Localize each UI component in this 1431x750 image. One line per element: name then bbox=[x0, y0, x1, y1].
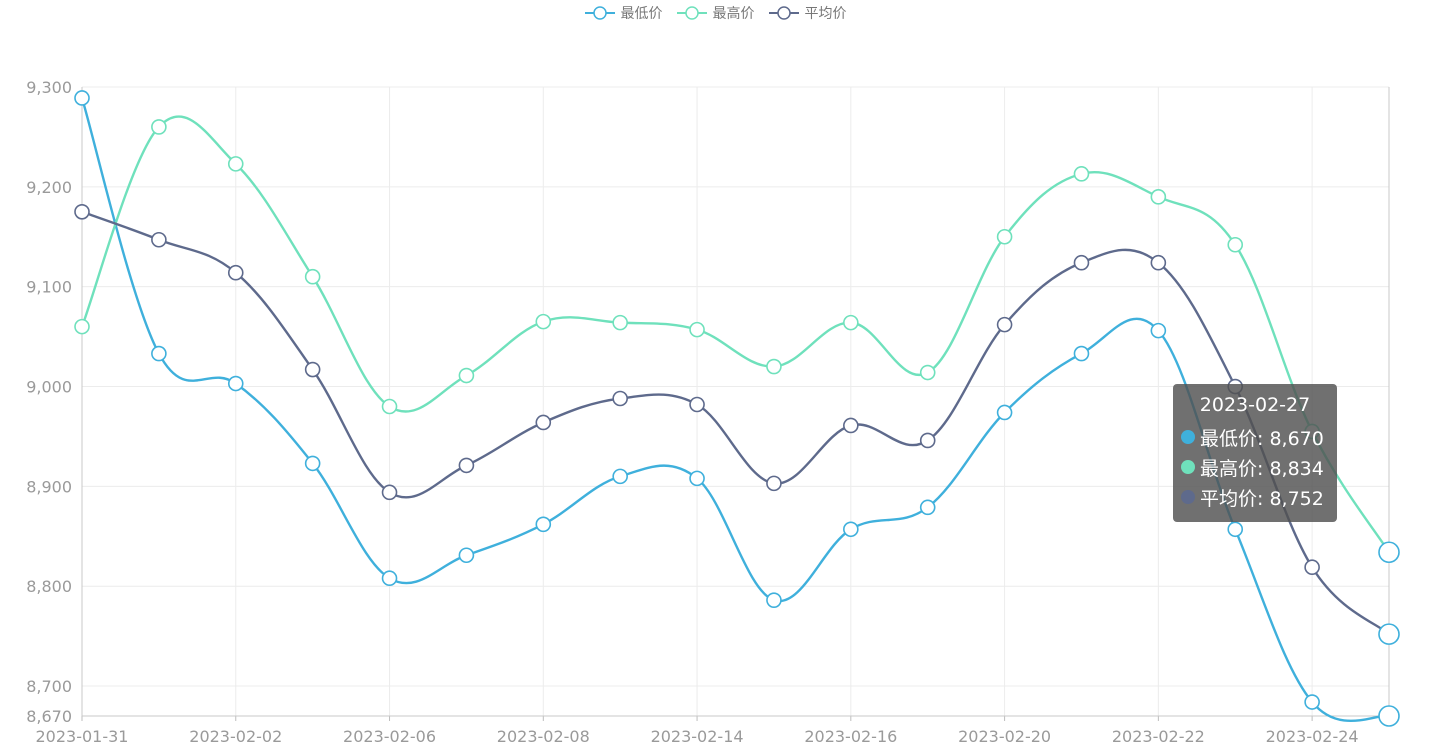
data-point bbox=[535, 516, 552, 533]
y-tick-label: 9,300 bbox=[26, 78, 72, 97]
y-tick-label: 8,800 bbox=[26, 577, 72, 596]
tooltip-dot-lowest bbox=[1181, 430, 1195, 444]
legend-label-lowest: 最低价 bbox=[620, 6, 663, 22]
data-point bbox=[74, 90, 90, 106]
tooltip-row-average: 平均价: 8,752 bbox=[1181, 482, 1329, 512]
legend-item-highest[interactable]: 最高价 bbox=[676, 3, 755, 23]
data-point bbox=[843, 521, 859, 538]
tooltip-text-lowest: 最低价: 8,670 bbox=[1200, 427, 1324, 450]
x-tick-label: 2023-02-06 bbox=[343, 727, 436, 746]
data-point bbox=[151, 231, 167, 248]
data-point bbox=[1378, 541, 1400, 564]
x-tick-label: 2023-02-22 bbox=[1112, 727, 1205, 746]
tooltip-text-average: 平均价: 8,752 bbox=[1200, 487, 1324, 510]
data-point bbox=[227, 264, 244, 281]
data-point bbox=[996, 316, 1013, 333]
series-line-0 bbox=[80, 97, 1390, 722]
data-point bbox=[1227, 521, 1244, 538]
data-point bbox=[227, 156, 244, 172]
data-point bbox=[612, 390, 628, 407]
legend: 最低价 最高价 平均价 bbox=[0, 0, 1431, 26]
data-point bbox=[74, 204, 90, 220]
x-tick-label: 2023-01-31 bbox=[36, 727, 129, 746]
tooltip-dot-highest bbox=[1181, 460, 1195, 474]
data-point bbox=[381, 484, 398, 501]
data-point bbox=[996, 404, 1013, 421]
data-point bbox=[612, 314, 628, 331]
data-point bbox=[843, 417, 859, 434]
data-point bbox=[458, 547, 475, 564]
data-point bbox=[1378, 623, 1400, 645]
data-point bbox=[381, 398, 398, 415]
data-point bbox=[1304, 559, 1320, 576]
legend-label-average: 平均价 bbox=[804, 6, 847, 22]
y-tick-label: 9,000 bbox=[26, 378, 72, 397]
data-point bbox=[996, 228, 1013, 245]
data-point bbox=[381, 570, 398, 587]
legend-item-lowest[interactable]: 最低价 bbox=[584, 3, 663, 23]
data-point bbox=[919, 364, 936, 381]
legend-symbol-highest bbox=[676, 6, 707, 20]
data-point bbox=[1227, 236, 1244, 253]
data-point bbox=[151, 119, 167, 135]
data-point bbox=[1150, 189, 1167, 205]
legend-item-average[interactable]: 平均价 bbox=[768, 3, 847, 23]
y-tick-label: 9,100 bbox=[26, 278, 72, 297]
data-point bbox=[535, 414, 552, 431]
data-point bbox=[1150, 254, 1167, 271]
axes: 8,670 8,700 8,800 8,900 9,000 9,100 9,200 9,300… bbox=[26, 78, 1390, 746]
tooltip-row-lowest: 最低价: 8,670 bbox=[1181, 422, 1329, 452]
data-point bbox=[689, 396, 705, 413]
data-point bbox=[304, 455, 321, 472]
data-point bbox=[227, 375, 244, 392]
tooltip-dot-average bbox=[1181, 490, 1195, 504]
data-point bbox=[1150, 322, 1167, 339]
legend-label-highest: 最高价 bbox=[712, 6, 755, 22]
data-point bbox=[304, 361, 321, 378]
tooltip-row-highest: 最高价: 8,834 bbox=[1181, 452, 1329, 482]
data-point bbox=[766, 475, 782, 492]
data-point bbox=[766, 358, 782, 375]
x-tick-label: 2023-02-08 bbox=[497, 727, 590, 746]
data-point bbox=[689, 470, 705, 487]
y-tick-label: 8,700 bbox=[26, 677, 72, 696]
legend-symbol-average bbox=[768, 6, 799, 20]
tooltip-title: 2023-02-27 bbox=[1199, 394, 1311, 416]
data-point bbox=[919, 432, 936, 449]
tooltip-text-highest: 最高价: 8,834 bbox=[1200, 457, 1324, 480]
x-tick-label: 2023-02-20 bbox=[958, 727, 1051, 746]
data-point bbox=[304, 268, 321, 285]
data-point bbox=[151, 345, 167, 362]
data-point bbox=[843, 314, 859, 331]
data-point bbox=[535, 313, 552, 330]
x-tick-label: 2023-02-24 bbox=[1266, 727, 1359, 746]
y-tick-label: 9,200 bbox=[26, 178, 72, 197]
data-point bbox=[1378, 705, 1400, 727]
x-tick-label: 2023-02-14 bbox=[651, 727, 744, 746]
data-point bbox=[1073, 345, 1090, 362]
x-tick-label: 2023-02-16 bbox=[804, 727, 897, 746]
data-point bbox=[612, 468, 628, 485]
y-tick-label: 8,670 bbox=[26, 707, 72, 726]
data-point bbox=[1304, 694, 1320, 710]
data-point bbox=[458, 457, 475, 474]
data-point bbox=[766, 592, 782, 608]
data-point bbox=[1073, 254, 1090, 271]
grid bbox=[82, 86, 1389, 716]
series-points bbox=[74, 90, 1400, 727]
legend-symbol-lowest bbox=[584, 6, 615, 20]
data-point bbox=[919, 499, 936, 516]
data-point bbox=[458, 367, 475, 384]
y-tick-label: 8,900 bbox=[26, 477, 72, 496]
data-point bbox=[689, 321, 705, 338]
tooltip: 2023-02-27 最低价: 8,670 最高价: 8,834 平均价: 8,… bbox=[1173, 384, 1337, 522]
series-line-1 bbox=[80, 115, 1391, 553]
x-tick-label: 2023-02-02 bbox=[189, 727, 282, 746]
data-point bbox=[74, 318, 90, 335]
data-point bbox=[1073, 166, 1090, 182]
